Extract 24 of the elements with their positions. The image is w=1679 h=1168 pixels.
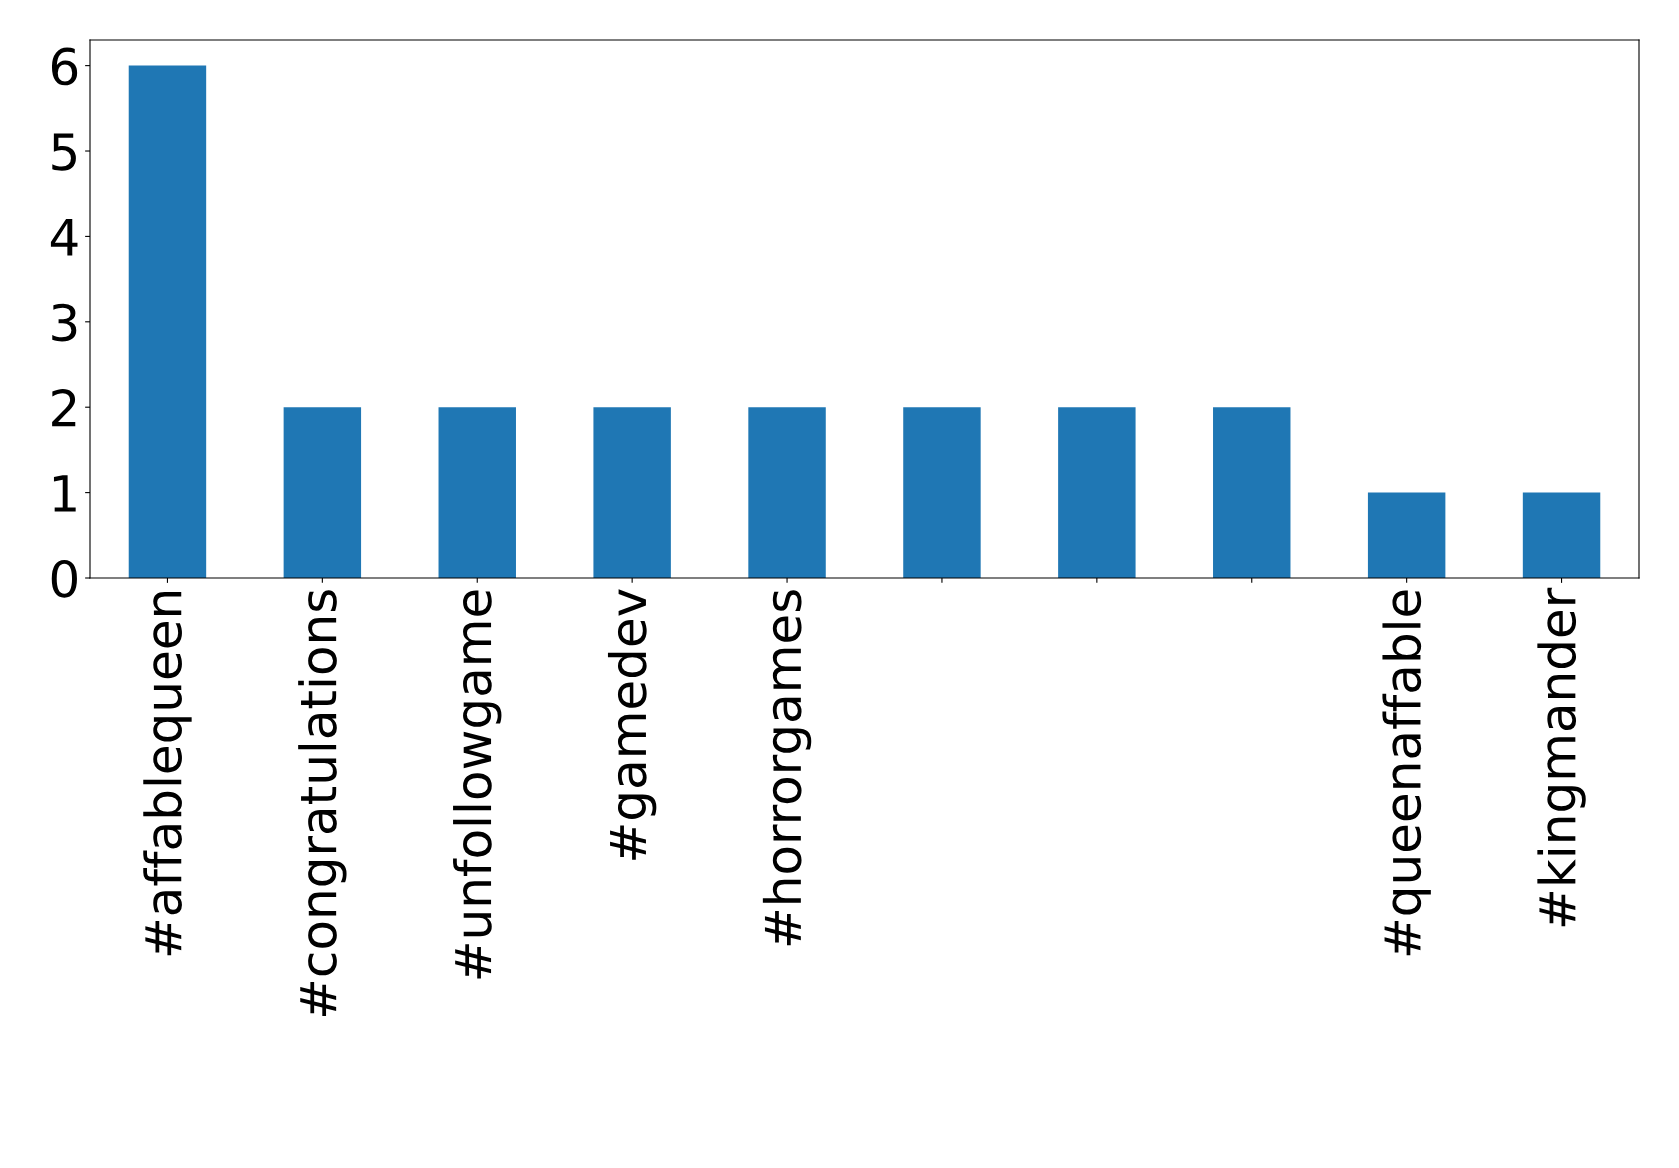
x-tick-label: #gamedev <box>607 589 657 860</box>
y-tick-label: 1 <box>53 475 76 512</box>
bar <box>593 407 671 578</box>
y-tick-label: 5 <box>52 133 76 171</box>
bar <box>903 407 981 578</box>
x-tick-label: #queenaffable <box>1382 590 1431 956</box>
x-tick-label: #kingmander <box>1537 587 1586 927</box>
bar <box>748 407 826 578</box>
bar <box>1058 407 1136 578</box>
x-tick-label: #unfollowgame <box>453 590 502 979</box>
y-tick-label: 6 <box>51 47 78 86</box>
bar <box>283 407 362 578</box>
bar <box>438 407 516 578</box>
x-tick-label: #congratulations <box>298 590 347 1017</box>
bar <box>1522 492 1601 578</box>
x-tick-label: #horrorgames <box>762 590 812 946</box>
y-tick-label: 4 <box>50 218 78 256</box>
bar <box>1367 492 1446 578</box>
y-tick-label: 0 <box>51 559 77 598</box>
bar <box>128 65 207 578</box>
y-tick-label: 3 <box>52 303 77 342</box>
y-tick-label: 2 <box>52 389 76 427</box>
x-tick-label: #affablequeen <box>143 591 192 956</box>
bar <box>1213 407 1291 578</box>
